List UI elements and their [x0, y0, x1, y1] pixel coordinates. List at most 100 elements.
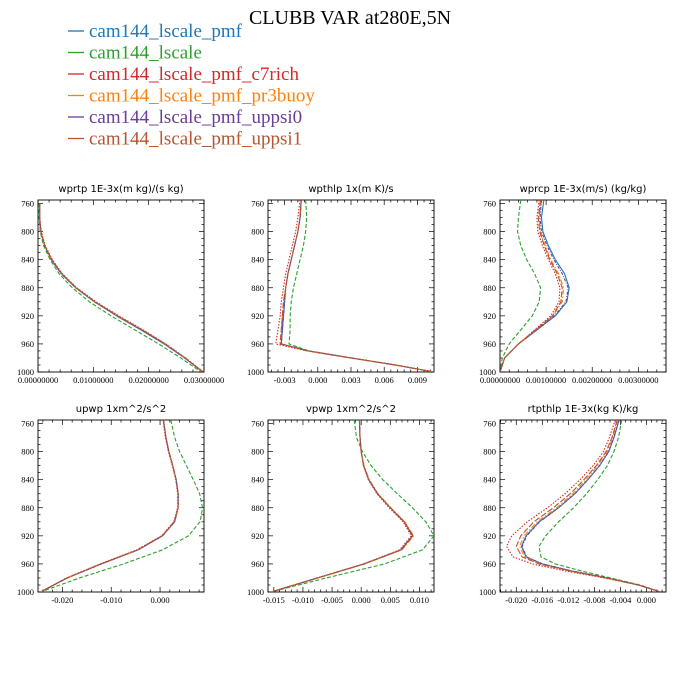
- x-tick-label: -0.008: [583, 595, 605, 605]
- y-tick-label: 760: [21, 419, 34, 429]
- series-line-cam144-lscale: [38, 203, 202, 372]
- series-line-cam144-lscale: [288, 200, 434, 372]
- plot-frame: [499, 199, 667, 373]
- y-tick-label: 960: [21, 339, 34, 349]
- series-line-cam144-lscale: [538, 420, 661, 592]
- legend-label-cam144-lscale-pmf: cam144_lscale_pmf: [89, 21, 243, 42]
- panel-title: wprtp 1E-3x(m kg)/(s kg): [58, 184, 183, 195]
- x-tick-label: 0.00200000: [572, 375, 612, 385]
- y-tick-label: 760: [251, 419, 264, 429]
- y-tick-label: 800: [483, 447, 496, 457]
- plot-frame: [37, 419, 205, 593]
- x-tick-label: -0.010: [100, 595, 122, 605]
- y-tick-label: 800: [21, 447, 34, 457]
- series-line-cam144-lscale-pmf-uppsi0: [280, 200, 434, 372]
- series-group: [38, 203, 204, 372]
- series-line-cam144-lscale-pmf-c7rich: [500, 200, 561, 372]
- plot-frame: [37, 199, 205, 373]
- series-group: [270, 420, 434, 592]
- series-line-cam144-lscale-pmf-uppsi1: [270, 420, 414, 592]
- panel-3: wprcp 1E-3x(m/s) (kg/kg) 760 800 840 880 920 9…: [479, 184, 667, 385]
- y-tick-label: 840: [483, 475, 496, 485]
- series-line-cam144-lscale: [40, 420, 204, 592]
- y-tick-label: 880: [483, 283, 496, 293]
- x-tick-label: 0.00000000: [18, 375, 58, 385]
- y-tick-label: 920: [251, 311, 264, 321]
- y-tick-label: 920: [251, 531, 264, 541]
- y-tick-label: 1000: [479, 587, 496, 597]
- panel-title: wpthlp 1x(m K)/s: [308, 184, 393, 195]
- y-tick-label: 880: [483, 503, 496, 513]
- plot-frame: [499, 419, 667, 593]
- y-tick-label: 960: [251, 559, 264, 569]
- y-tick-label: 920: [483, 311, 496, 321]
- y-tick-label: 840: [21, 475, 34, 485]
- series-line-cam144-lscale-pmf-uppsi1: [279, 200, 434, 372]
- x-tick-label: 0.02000000: [128, 375, 168, 385]
- x-tick-label: 0.010: [410, 595, 429, 605]
- y-tick-label: 840: [251, 475, 264, 485]
- series-group: [500, 200, 570, 372]
- panel-4: upwp 1xm^2/s^2 760 800 840 880 920 960 1000 -0.0…: [17, 404, 205, 605]
- figure-title: CLUBB VAR at280E,5N: [249, 7, 451, 29]
- series-line-cam144-lscale-pmf-c7rich: [275, 200, 434, 372]
- y-tick-label: 920: [483, 531, 496, 541]
- series-line-cam144-lscale-pmf-pr3buoy: [500, 200, 565, 372]
- panel-6: rtpthlp 1E-3x(kg K)/kg 760 800 840 880 920 960…: [479, 404, 667, 605]
- y-tick-label: 880: [251, 503, 264, 513]
- x-tick-label: 0.009: [408, 375, 427, 385]
- series-line-cam144-lscale-pmf: [270, 420, 414, 592]
- series-line-cam144-lscale-pmf-uppsi1: [39, 203, 204, 372]
- x-tick-label: 0.005: [381, 595, 400, 605]
- series-line-cam144-lscale-pmf-c7rich: [39, 203, 204, 372]
- series-line-cam144-lscale-pmf-uppsi0: [500, 200, 569, 372]
- y-tick-label: 1000: [247, 367, 264, 377]
- x-tick-label: 0.00300000: [618, 375, 658, 385]
- series-line-cam144-lscale-pmf-pr3buoy: [270, 420, 415, 592]
- plot-frame: [267, 419, 435, 593]
- panels: wprtp 1E-3x(m kg)/(s kg) 760 800 840 880 920 9…: [17, 184, 667, 605]
- y-tick-label: 920: [21, 311, 34, 321]
- series-line-cam144-lscale-pmf-uppsi1: [515, 420, 661, 592]
- series-group: [275, 200, 434, 372]
- legend-label-cam144-lscale-pmf-uppsi1: cam144_lscale_pmf_uppsi1: [89, 129, 302, 150]
- y-tick-label: 800: [483, 227, 496, 237]
- series-group: [505, 420, 661, 592]
- panel-title: rtpthlp 1E-3x(kg K)/kg: [528, 404, 639, 415]
- legend-label-cam144-lscale: cam144_lscale: [89, 43, 202, 64]
- series-line-cam144-lscale-pmf-uppsi1: [500, 200, 563, 372]
- series-line-cam144-lscale-pmf-pr3buoy: [518, 420, 661, 592]
- y-tick-label: 800: [251, 447, 264, 457]
- panel-title: upwp 1xm^2/s^2: [76, 404, 166, 415]
- y-tick-label: 1000: [17, 367, 34, 377]
- y-tick-label: 760: [483, 419, 496, 429]
- y-tick-label: 880: [251, 283, 264, 293]
- y-tick-label: 760: [251, 199, 264, 209]
- x-tick-label: 0.000: [150, 595, 169, 605]
- y-tick-label: 840: [483, 255, 496, 265]
- series-line-cam144-lscale-pmf-c7rich: [40, 420, 179, 592]
- series-line-cam144-lscale-pmf-uppsi0: [40, 420, 179, 592]
- y-tick-label: 840: [21, 255, 34, 265]
- x-tick-label: 0.000: [352, 595, 371, 605]
- x-tick-label: -0.020: [51, 595, 73, 605]
- series-line-cam144-lscale-pmf-uppsi0: [270, 420, 414, 592]
- x-tick-label: 0.00000000: [480, 375, 520, 385]
- y-tick-label: 960: [483, 339, 496, 349]
- x-tick-label: -0.016: [531, 595, 553, 605]
- x-tick-label: 0.00100000: [526, 375, 566, 385]
- series-line-cam144-lscale-pmf: [39, 203, 204, 372]
- y-tick-label: 880: [21, 503, 34, 513]
- x-tick-label: -0.012: [557, 595, 579, 605]
- series-line-cam144-lscale: [270, 420, 434, 592]
- legend-label-cam144-lscale-pmf-uppsi0: cam144_lscale_pmf_uppsi0: [89, 107, 302, 128]
- x-tick-label: 0.000: [637, 595, 656, 605]
- y-tick-label: 1000: [17, 587, 34, 597]
- legend-label-cam144-lscale-pmf-pr3buoy: cam144_lscale_pmf_pr3buoy: [89, 86, 315, 107]
- panel-title: wprcp 1E-3x(m/s) (kg/kg): [520, 184, 647, 195]
- x-tick-label: -0.015: [263, 595, 285, 605]
- y-tick-label: 760: [21, 199, 34, 209]
- y-tick-label: 760: [483, 199, 496, 209]
